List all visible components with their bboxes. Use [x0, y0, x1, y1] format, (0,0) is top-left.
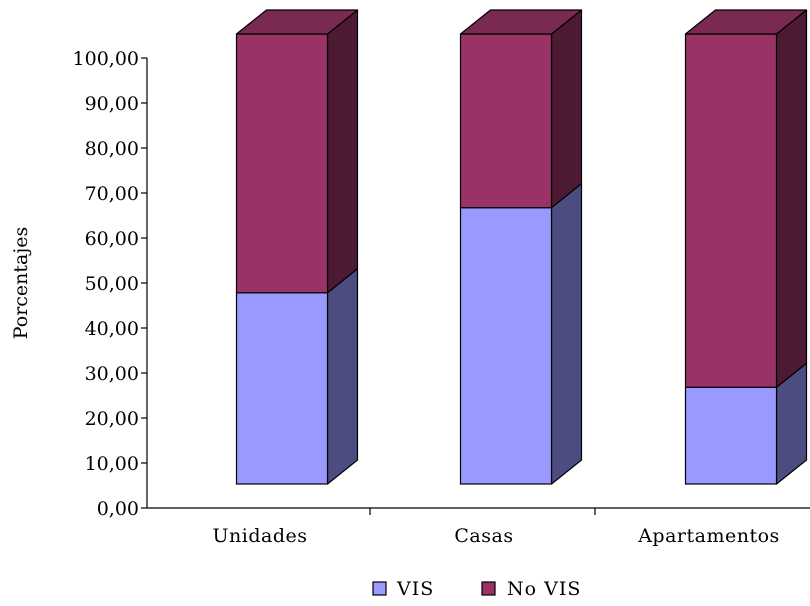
y-tick-label: 30,00 [85, 363, 139, 385]
labels: 0,00 10,00 20,00 30,00 40,00 50,00 60,00 70,00 8… [10, 48, 780, 547]
axes [141, 57, 810, 515]
y-tick-label: 0,00 [97, 498, 139, 520]
legend-label-vis: VIS [396, 578, 434, 600]
bar-stack-apartamentos [684, 9, 808, 485]
bar-vis [684, 386, 778, 485]
bar-stack-unidades [235, 9, 359, 485]
category-label: Apartamentos [637, 525, 780, 547]
y-tick-label: 20,00 [85, 408, 139, 430]
y-tick-label: 100,00 [73, 48, 139, 70]
y-tick-label: 40,00 [85, 318, 139, 340]
bar-vis [235, 292, 329, 485]
y-axis-label: Porcentajes [10, 227, 32, 340]
y-tick-label: 60,00 [85, 228, 139, 250]
bar-top-no-vis [684, 9, 808, 35]
bar-top-no-vis [459, 9, 583, 35]
bar-side-vis [550, 183, 583, 485]
bar-no-vis [235, 33, 329, 294]
y-tick-label: 70,00 [85, 183, 139, 205]
bars [235, 9, 808, 485]
bar-top-no-vis [235, 9, 359, 35]
category-label: Casas [454, 525, 513, 547]
y-tick-label: 80,00 [85, 138, 139, 160]
category-label: Unidades [213, 525, 308, 547]
y-tick-label: 90,00 [85, 93, 139, 115]
bar-side-no-vis [775, 9, 808, 388]
bar-vis [459, 207, 553, 485]
bar-side-vis [326, 268, 359, 485]
y-tick-label: 50,00 [85, 273, 139, 295]
bar-no-vis [684, 33, 778, 388]
legend: VIS No VIS [372, 578, 581, 600]
bar-no-vis [459, 33, 553, 209]
bar-side-no-vis [326, 9, 359, 294]
bar-side-no-vis [550, 9, 583, 209]
bar-stack-casas [459, 9, 583, 485]
legend-swatch-vis [372, 581, 387, 596]
y-tick-label: 10,00 [85, 453, 139, 475]
legend-swatch-no-vis [481, 581, 496, 596]
legend-label-no-vis: No VIS [507, 578, 581, 600]
